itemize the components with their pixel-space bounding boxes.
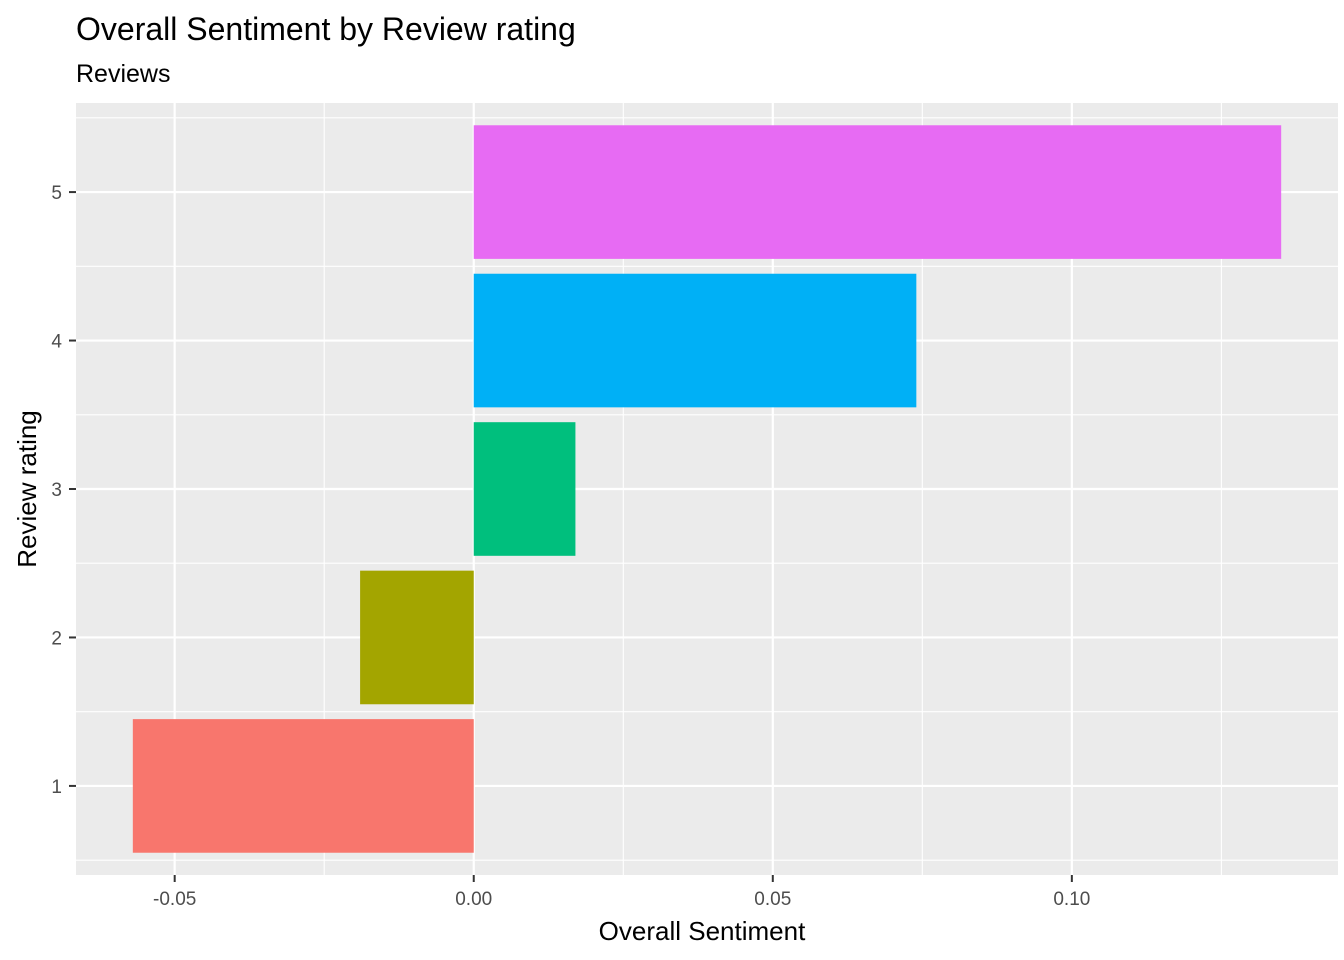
y-tick-label-3: 3 [51,480,62,501]
y-tick-label-4: 4 [51,332,62,353]
x-tick-label-3: 0.10 [1053,889,1090,910]
y-axis-title: Review rating [12,410,42,568]
x-axis-title: Overall Sentiment [599,916,806,946]
bar-rating-3 [473,422,576,556]
y-axis: 1 2 3 4 5 [51,183,76,798]
bar-rating-2 [360,570,474,705]
chart-title: Overall Sentiment by Review rating [76,11,576,47]
x-tick-label-1: 0.00 [455,889,492,910]
x-tick-label-2: 0.05 [754,889,791,910]
x-tick-label-0: -0.05 [153,889,196,910]
y-tick-label-1: 1 [51,777,62,798]
bar-rating-1 [132,719,474,853]
bar-rating-5 [473,125,1282,259]
bars [132,125,1282,853]
bar-rating-4 [473,273,917,408]
y-tick-label-5: 5 [51,183,62,204]
y-tick-label-2: 2 [51,628,62,649]
x-axis: -0.05 0.00 0.05 0.10 [153,875,1090,910]
chart-subtitle: Reviews [76,60,170,88]
